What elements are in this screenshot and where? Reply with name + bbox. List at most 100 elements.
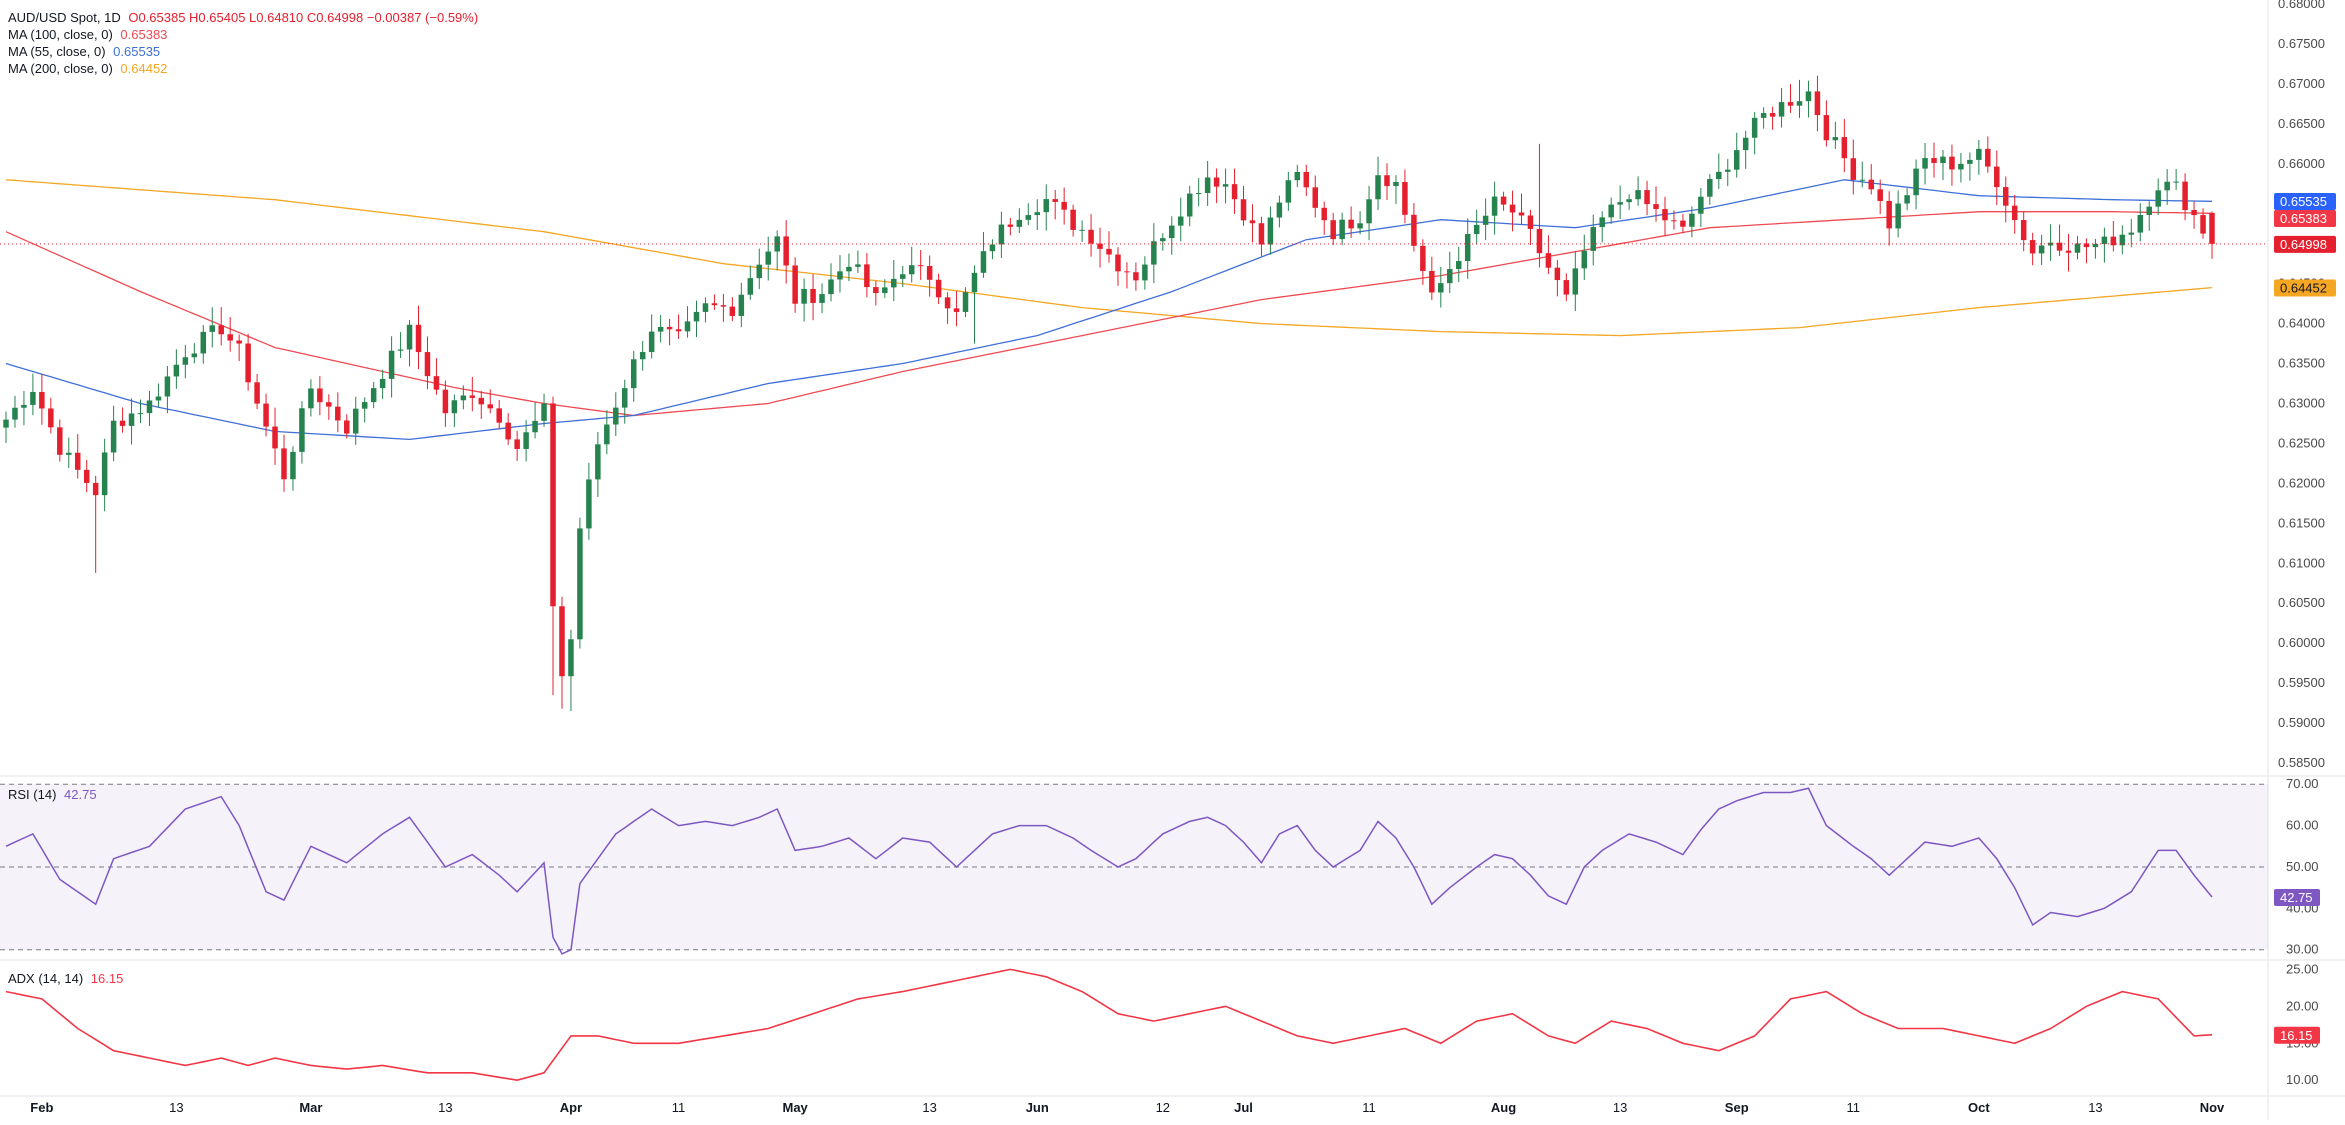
- candle-body: [57, 427, 63, 455]
- candle-body: [12, 407, 18, 420]
- candle-body: [1841, 137, 1848, 159]
- candle-body: [1922, 158, 1928, 169]
- candle-body: [191, 353, 198, 358]
- price-badge: [2274, 279, 2336, 297]
- ohlc-values: O0.65385 H0.65405 L0.64810 C0.64998 −0.0…: [128, 10, 479, 25]
- candle-body: [980, 251, 987, 273]
- time-tick-label: 11: [1362, 1100, 1376, 1115]
- candle-body: [657, 326, 664, 332]
- price-tick-label: 0.67500: [2278, 36, 2325, 51]
- candle-body: [173, 364, 180, 377]
- candle-body: [1195, 193, 1202, 195]
- candle-body: [1617, 202, 1623, 205]
- candle-body: [935, 279, 942, 298]
- candle-body: [899, 274, 906, 279]
- candle-body: [926, 266, 933, 280]
- rsi-legend: RSI (14) 42.75: [8, 787, 97, 802]
- candle-body: [1949, 156, 1955, 170]
- price-tick-label: 0.63000: [2278, 395, 2325, 410]
- candles-layer: [3, 75, 2215, 712]
- time-tick-label: Jun: [1026, 1100, 1049, 1115]
- ma200-legend: MA (200, close, 0) 0.64452: [8, 61, 167, 76]
- candle-body: [1088, 229, 1094, 244]
- time-tick-label: 13: [2088, 1100, 2102, 1115]
- candle-body: [774, 236, 780, 252]
- candle-body: [1447, 269, 1453, 284]
- adx-badge-label: 16.15: [2280, 1028, 2313, 1043]
- ma55-legend: MA (55, close, 0) 0.65535: [8, 44, 160, 59]
- candle-body: [1034, 212, 1041, 216]
- candle-body: [1258, 223, 1265, 245]
- candle-body: [1904, 195, 1910, 204]
- candle-body: [604, 424, 610, 445]
- candle-body: [2200, 215, 2206, 234]
- candle-body: [1590, 227, 1596, 251]
- candle-body: [66, 452, 72, 455]
- candle-body: [451, 400, 458, 414]
- price-badge-label: 0.64452: [2280, 280, 2327, 295]
- ma100-label: MA (100, close, 0): [8, 27, 113, 42]
- candle-body: [514, 439, 520, 449]
- candle-body: [1572, 268, 1579, 295]
- time-tick-label: 13: [922, 1100, 936, 1115]
- candle-body: [1958, 163, 1964, 170]
- candle-body: [1805, 91, 1812, 102]
- candle-body: [1016, 219, 1023, 227]
- candle-body: [1626, 199, 1632, 203]
- candle-body: [1267, 217, 1274, 245]
- candle-body: [2137, 214, 2144, 233]
- price-badge-label: 0.65383: [2280, 211, 2327, 226]
- candle-body: [989, 244, 996, 252]
- candle-body: [254, 382, 260, 404]
- candle-body: [1142, 264, 1148, 281]
- candle-body: [469, 395, 476, 398]
- candle-body: [1500, 196, 1507, 205]
- candle-body: [2047, 242, 2054, 246]
- time-tick-label: 12: [1156, 1100, 1170, 1115]
- candle-body: [1796, 101, 1803, 106]
- candle-body: [729, 306, 736, 316]
- candle-body: [998, 224, 1005, 245]
- price-tick-label: 0.61000: [2278, 555, 2325, 570]
- candle-body: [1420, 245, 1426, 271]
- candle-body: [1787, 102, 1794, 106]
- candle-body: [1742, 137, 1749, 151]
- moving-average-layer: [5, 179, 2213, 441]
- candle-body: [442, 389, 449, 414]
- candle-body: [155, 396, 162, 401]
- candle-body: [1985, 148, 1991, 167]
- price-tick-label: 0.62500: [2278, 435, 2325, 450]
- candle-body: [1482, 215, 1489, 225]
- candle-body: [379, 378, 386, 389]
- candle-body: [917, 265, 924, 267]
- candle-body: [1312, 187, 1319, 208]
- candle-body: [1832, 137, 1839, 141]
- adx-pane: [5, 968, 2213, 1082]
- candle-body: [1644, 190, 1650, 205]
- candle-body: [1931, 158, 1937, 163]
- price-tick-label: 0.64000: [2278, 316, 2325, 331]
- candle-body: [487, 404, 493, 409]
- candle-body: [101, 452, 108, 496]
- candle-body: [1455, 261, 1462, 270]
- candle-body: [711, 303, 718, 306]
- candle-body: [1186, 193, 1193, 217]
- candle-body: [164, 376, 171, 397]
- time-tick-label: May: [782, 1100, 808, 1115]
- adx-tick-label: 20.00: [2286, 998, 2319, 1013]
- candle-body: [1348, 219, 1354, 229]
- candle-body: [1411, 214, 1417, 246]
- candle-body: [352, 408, 359, 434]
- price-tick-label: 0.59000: [2278, 715, 2325, 730]
- time-tick-label: Apr: [560, 1100, 582, 1115]
- candle-body: [1554, 267, 1561, 281]
- candle-body: [1662, 209, 1668, 221]
- price-tick-label: 0.67000: [2278, 76, 2325, 91]
- rsi-line: [5, 787, 2213, 955]
- candle-body: [1635, 190, 1641, 200]
- candle-body: [1321, 207, 1327, 221]
- candle-body: [397, 349, 404, 351]
- candle-body: [2209, 212, 2215, 244]
- candle-body: [245, 343, 251, 383]
- time-tick-label: Aug: [1491, 1100, 1516, 1115]
